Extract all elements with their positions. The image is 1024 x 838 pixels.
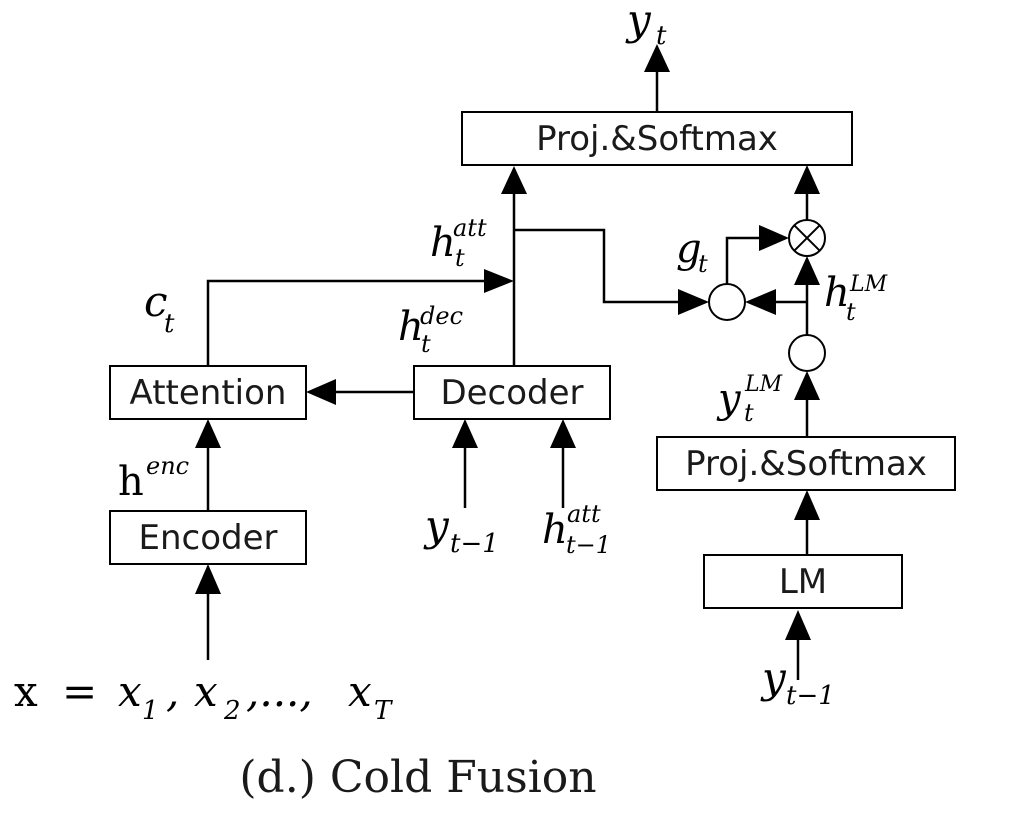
- svg-text:=: =: [62, 667, 97, 716]
- svg-text:,...,: ,...,: [246, 667, 313, 716]
- lm-box: LM: [703, 554, 903, 609]
- svg-text:LM: LM: [849, 272, 888, 297]
- svg-text:dec: dec: [420, 302, 463, 330]
- h-dec-label: h dec t: [398, 302, 463, 358]
- svg-text:,: ,: [166, 667, 179, 716]
- otimes-node: [788, 219, 826, 257]
- svg-text:t: t: [656, 21, 667, 51]
- svg-text:y: y: [423, 501, 450, 550]
- svg-text:2: 2: [223, 696, 241, 726]
- svg-text:y: y: [625, 0, 652, 44]
- lm-label: LM: [779, 562, 827, 602]
- svg-text:t: t: [455, 244, 465, 272]
- svg-text:g: g: [676, 226, 702, 272]
- svg-text:h: h: [398, 304, 424, 350]
- input-sequence-label: x = x 1 , x 2 ,..., x T: [14, 667, 393, 726]
- c-t-label: c t: [144, 277, 175, 339]
- h-enc-label: h enc: [118, 452, 189, 505]
- svg-text:x: x: [14, 667, 38, 716]
- svg-text:h: h: [118, 459, 144, 505]
- svg-text:x: x: [118, 667, 142, 716]
- svg-text:h: h: [542, 507, 568, 553]
- svg-text:att: att: [453, 214, 487, 242]
- svg-text:x: x: [194, 667, 218, 716]
- svg-text:t−1: t−1: [786, 681, 835, 711]
- svg-text:T: T: [374, 696, 393, 726]
- gate-sigmoid-node: [708, 283, 746, 321]
- svg-text:LM: LM: [744, 372, 783, 397]
- svg-text:h: h: [430, 220, 456, 266]
- arrowheads: [195, 44, 820, 640]
- output-y-t-label: y t: [625, 0, 667, 51]
- y-t-minus-1-decoder-label: y t−1: [423, 501, 499, 559]
- svg-text:att: att: [567, 500, 601, 528]
- proj-softmax-lm-label: Proj.&Softmax: [685, 444, 927, 484]
- lm-sigmoid-node: [788, 334, 826, 372]
- figure-caption: (d.) Cold Fusion: [239, 752, 596, 803]
- h-att-t-minus-1-label: h att t−1: [542, 500, 611, 559]
- svg-text:enc: enc: [146, 452, 189, 480]
- svg-text:h: h: [824, 270, 850, 316]
- decoder-label: Decoder: [440, 373, 583, 413]
- svg-text:t: t: [744, 399, 754, 427]
- h-lm-label: h LM t: [824, 270, 888, 326]
- svg-text:y: y: [760, 653, 787, 702]
- svg-text:t: t: [846, 298, 856, 326]
- attention-box: Attention: [109, 365, 307, 420]
- connectors: [206, 68, 809, 680]
- proj-softmax-lm-box: Proj.&Softmax: [656, 436, 956, 491]
- svg-text:t: t: [421, 330, 431, 358]
- y-t-minus-1-lm-label: y t−1: [760, 653, 835, 711]
- svg-text:t: t: [698, 250, 708, 278]
- svg-text:t−1: t−1: [450, 529, 499, 559]
- svg-text:t: t: [164, 309, 175, 339]
- svg-text:c: c: [144, 277, 168, 326]
- svg-text:1: 1: [142, 696, 159, 726]
- svg-text:t−1: t−1: [566, 531, 611, 559]
- g-t-label: g t: [676, 226, 708, 278]
- encoder-box: Encoder: [109, 510, 307, 565]
- decoder-box: Decoder: [413, 365, 611, 420]
- y-lm-label: y LM t: [716, 372, 783, 427]
- proj-softmax-top-label: Proj.&Softmax: [536, 119, 778, 159]
- attention-label: Attention: [130, 373, 287, 413]
- encoder-label: Encoder: [138, 518, 277, 558]
- svg-text:x: x: [348, 667, 372, 716]
- svg-text:y: y: [716, 376, 742, 422]
- proj-softmax-top-box: Proj.&Softmax: [461, 111, 853, 166]
- h-att-label: h att t: [430, 214, 487, 272]
